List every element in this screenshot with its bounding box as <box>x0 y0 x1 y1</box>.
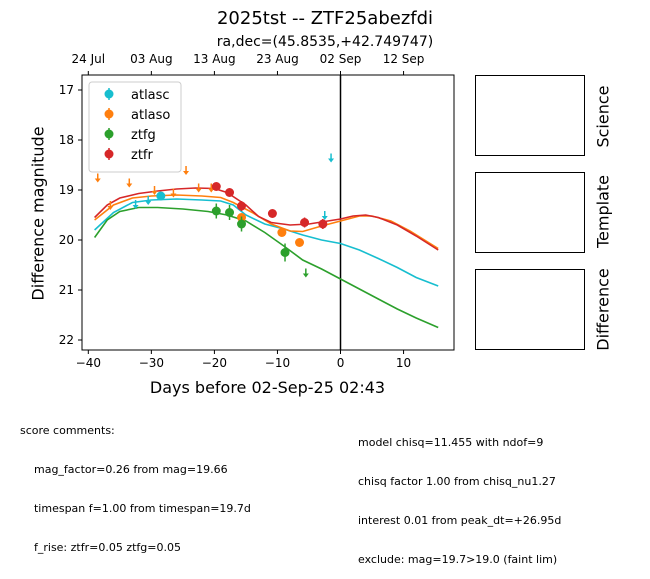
data-point-ztfg <box>237 216 247 232</box>
model-curve-ztfg <box>93 206 439 329</box>
data-point-ztfg <box>280 243 290 262</box>
x-tick-label: −20 <box>202 356 227 370</box>
upper-limit-atlasc <box>321 211 328 220</box>
upper-limit-atlasc <box>328 153 335 163</box>
legend: atlasc atlaso ztfg ztfr <box>88 81 182 173</box>
top-date-label: 23 Aug <box>256 52 299 66</box>
y-axis-label: Difference magnitude <box>28 126 48 301</box>
upper-limit-ztfg <box>302 268 309 278</box>
comment-line: f_rise: ztfr=0.05 ztfg=0.05 <box>20 541 181 554</box>
legend-label: atlasc <box>131 88 170 103</box>
comment-line: model chisq=11.455 with ndof=9 <box>358 436 544 449</box>
data-point-ztfg <box>211 203 221 219</box>
upper-limit-atlaso <box>107 201 114 210</box>
y-tick-label: 17 <box>59 83 74 97</box>
comment-line: exclude: mag=19.7>19.0 (faint lim) <box>358 553 558 566</box>
data-point-ztfr <box>300 217 310 228</box>
y-tick-label: 21 <box>59 283 74 297</box>
chart-subtitle: ra,dec=(45.8535,+42.749747) <box>216 34 434 50</box>
y-tick-label: 19 <box>59 183 74 197</box>
plot-frame <box>81 74 455 351</box>
upper-limit-atlaso <box>126 178 133 188</box>
chart-title: 2025tst -- ZTF25abezfdi <box>216 8 434 29</box>
upper-limit-atlaso <box>94 173 101 183</box>
data-point-ztfr <box>211 182 221 191</box>
comment-line: interest 0.01 from peak_dt=+26.95d <box>358 514 562 527</box>
difference-panel <box>475 269 585 350</box>
x-tick-label: −40 <box>76 356 101 370</box>
model-curve-ztfr <box>94 187 439 251</box>
top-date-label: 02 Sep <box>320 52 362 66</box>
upper-limit-atlasc <box>145 196 152 205</box>
x-tick-label: −30 <box>139 356 164 370</box>
data-point-atlaso <box>295 238 305 247</box>
legend-label: ztfg <box>131 128 156 143</box>
legend-entry-ztfg: ztfg <box>104 128 156 143</box>
upper-limit-atlaso <box>151 186 158 195</box>
model-curve-atlaso <box>94 194 439 250</box>
y-tick-label: 20 <box>59 233 74 247</box>
upper-limit-atlaso <box>183 166 190 175</box>
legend-label: ztfr <box>131 148 153 163</box>
legend-entry-atlasc: atlasc <box>104 88 170 103</box>
legend-label: atlaso <box>131 108 170 123</box>
plot-area <box>93 75 439 350</box>
data-point-ztfr <box>225 188 235 197</box>
data-point-ztfr <box>267 209 277 218</box>
data-point-atlaso <box>277 228 287 237</box>
x-tick-label: 10 <box>396 356 411 370</box>
top-date-label: 24 Jul <box>72 52 106 66</box>
science-label: Science <box>593 85 613 148</box>
top-date-label: 03 Aug <box>130 52 173 66</box>
legend-box <box>88 81 182 173</box>
data-point-ztfr <box>237 201 247 211</box>
comment-line: score comments: <box>20 424 115 437</box>
data-point-ztfr <box>318 219 328 229</box>
upper-limit-atlaso <box>170 188 177 198</box>
template-panel <box>475 172 585 253</box>
x-axis-label: Days before 02-Sep-25 02:43 <box>149 378 386 397</box>
y-tick-label: 18 <box>59 133 74 147</box>
upper-limit-atlaso <box>208 183 215 193</box>
y-tick-label: 22 <box>59 333 74 347</box>
axes: −40 −30 −20 −10 0 10 24 Jul 03 Aug 13 Aug 23 Aug 0… <box>59 52 455 370</box>
score-comments: score comments: mag_factor=0.26 from mag… <box>20 398 251 567</box>
x-tick-label: 0 <box>337 356 345 370</box>
data-point-atlasc <box>156 191 166 201</box>
science-panel <box>475 75 585 156</box>
comment-line: chisq factor 1.00 from chisq_nu1.27 <box>358 475 556 488</box>
top-date-label: 12 Sep <box>383 52 425 66</box>
upper-limit-atlasc <box>132 200 139 209</box>
comment-line: timespan f=1.00 from timespan=19.7d <box>20 502 251 515</box>
model-curve-atlasc <box>94 198 439 287</box>
comment-line: mag_factor=0.26 from mag=19.66 <box>20 463 228 476</box>
lightcurve-figure: −40 −30 −20 −10 0 10 24 Jul 03 Aug 13 Aug 23 Aug 0… <box>59 52 455 370</box>
data-point-ztfg <box>225 205 235 220</box>
legend-entry-ztfr: ztfr <box>104 148 153 163</box>
template-label: Template <box>593 175 613 249</box>
top-date-label: 13 Aug <box>193 52 236 66</box>
legend-entry-atlaso: atlaso <box>104 108 170 123</box>
x-tick-label: −10 <box>265 356 290 370</box>
model-comments: model chisq=11.455 with ndof=9 chisq fac… <box>358 410 561 579</box>
difference-label: Difference <box>593 268 613 351</box>
upper-limit-atlaso <box>195 183 202 193</box>
